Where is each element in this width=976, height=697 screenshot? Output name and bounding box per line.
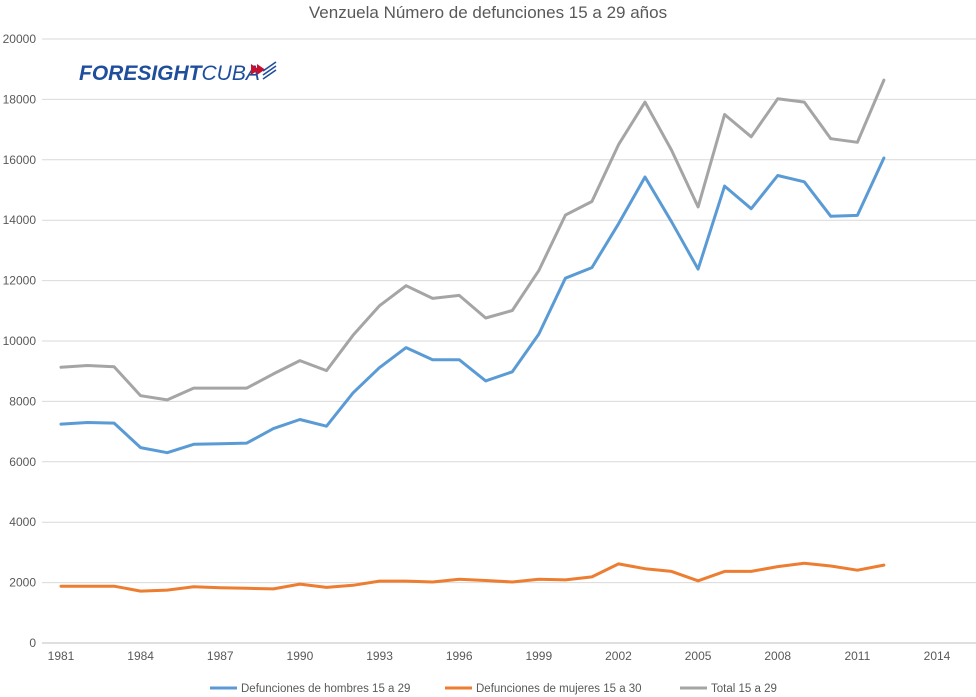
y-tick-label: 12000	[3, 274, 37, 288]
x-tick-label: 1981	[48, 649, 75, 663]
x-tick-label: 2014	[924, 649, 951, 663]
legend-label: Defunciones de mujeres 15 a 30	[476, 683, 642, 695]
logo-stripe-icon	[262, 61, 277, 72]
axes: 0 2000 4000 6000 8000 10000 12000 14000 16000 180…	[3, 32, 976, 663]
logo-triangle-icon	[257, 64, 265, 75]
logo-triangle-icon	[251, 64, 259, 75]
y-tick-label: 10000	[3, 334, 37, 348]
x-tick-label: 1984	[127, 649, 154, 663]
x-tick-label: 1987	[207, 649, 234, 663]
series-line	[59, 561, 886, 593]
legend: Defunciones de hombres 15 a 29 Defuncione…	[210, 683, 777, 695]
y-tick-label: 14000	[3, 213, 37, 227]
y-tick-label: 0	[29, 636, 36, 650]
x-tick-label: 2005	[685, 649, 712, 663]
series-lines	[59, 78, 886, 593]
series-line	[59, 78, 886, 402]
series-line	[59, 156, 886, 455]
legend-label: Total 15 a 29	[711, 683, 777, 695]
y-tick-label: 4000	[9, 515, 36, 529]
y-tick-label: 6000	[9, 455, 36, 469]
logo-text-bold: FORESIGHT	[79, 62, 204, 85]
x-tick-label: 2002	[605, 649, 632, 663]
y-tick-label: 2000	[9, 576, 36, 590]
x-tick-label: 2008	[764, 649, 791, 663]
y-tick-label: 8000	[9, 394, 36, 408]
y-tick-label: 16000	[3, 153, 37, 167]
foresight-cuba-logo: FORESIGHTCUBA	[79, 61, 277, 85]
y-tick-label: 18000	[3, 92, 37, 106]
y-tick-label: 20000	[3, 32, 37, 46]
logo-text-light: CUBA	[202, 62, 260, 85]
logo-stripe-icon	[262, 69, 277, 80]
logo-text: FORESIGHTCUBA	[79, 62, 260, 85]
x-tick-label: 1996	[446, 649, 473, 663]
x-tick-label: 2011	[844, 649, 870, 663]
x-tick-label: 1993	[366, 649, 393, 663]
logo-stripe-icon	[262, 65, 277, 76]
legend-label: Defunciones de hombres 15 a 29	[241, 683, 410, 695]
logo-flag-icon	[251, 61, 277, 80]
x-tick-label: 1999	[525, 649, 552, 663]
chart-title: Venzuela Número de defunciones 15 a 29 a…	[309, 3, 667, 22]
gridlines	[42, 38, 976, 584]
x-tick-label: 1990	[287, 649, 314, 663]
